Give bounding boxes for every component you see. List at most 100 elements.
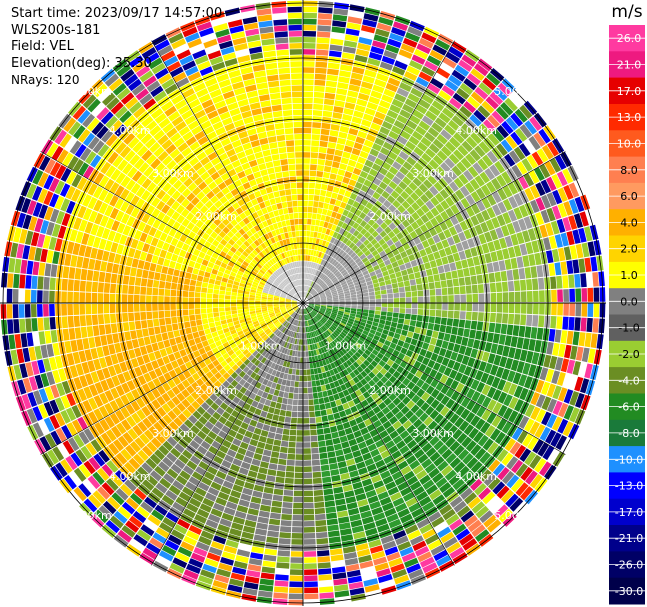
- velocity-gate: [223, 507, 236, 516]
- velocity-gate: [304, 308, 308, 314]
- velocity-gate: [250, 496, 262, 504]
- velocity-gate: [331, 406, 339, 414]
- velocity-gate: [116, 352, 125, 363]
- velocity-gate: [310, 262, 314, 268]
- velocity-gate: [436, 554, 452, 567]
- velocity-gate: [50, 330, 58, 343]
- velocity-gate: [451, 270, 458, 279]
- velocity-gate: [224, 420, 234, 429]
- velocity-gate: [479, 469, 492, 482]
- velocity-gate: [434, 371, 443, 381]
- velocity-gate: [325, 228, 331, 235]
- velocity-gate: [311, 290, 316, 295]
- velocity-gate: [524, 267, 532, 279]
- velocity-gate: [264, 286, 270, 290]
- velocity-gate: [321, 318, 327, 323]
- velocity-gate: [400, 486, 412, 497]
- velocity-gate: [288, 337, 292, 343]
- velocity-gate: [303, 508, 315, 515]
- velocity-gate: [200, 425, 211, 435]
- velocity-gate: [388, 130, 399, 140]
- velocity-gate: [145, 457, 157, 470]
- velocity-gate: [292, 312, 297, 318]
- velocity-gate: [156, 239, 165, 249]
- velocity-gate: [220, 319, 227, 325]
- velocity-gate: [279, 304, 285, 306]
- velocity-gate: [210, 481, 222, 491]
- velocity-gate: [411, 394, 421, 404]
- velocity-gate: [314, 404, 320, 411]
- velocity-gate: [371, 338, 379, 345]
- velocity-gate: [50, 384, 60, 399]
- velocity-gate: [389, 384, 398, 393]
- velocity-gate: [235, 339, 242, 346]
- velocity-gate: [290, 356, 295, 363]
- velocity-gate: [334, 492, 345, 500]
- velocity-gate: [393, 379, 402, 388]
- velocity-gate: [127, 428, 139, 440]
- velocity-gate: [308, 313, 311, 319]
- velocity-gate: [397, 541, 412, 551]
- velocity-gate: [213, 284, 220, 290]
- velocity-gate: [130, 330, 137, 340]
- velocity-gate: [352, 264, 359, 270]
- velocity-gate: [252, 350, 259, 357]
- velocity-gate: [424, 60, 439, 72]
- velocity-gate: [87, 183, 98, 196]
- velocity-gate: [520, 466, 533, 481]
- velocity-gate: [440, 200, 450, 210]
- velocity-gate: [294, 472, 303, 479]
- velocity-gate: [110, 323, 118, 334]
- velocity-gate: [188, 309, 195, 315]
- velocity-gate: [135, 186, 146, 198]
- velocity-gate: [244, 519, 257, 528]
- velocity-gate: [339, 279, 346, 284]
- velocity-gate: [104, 390, 114, 402]
- velocity-gate: [481, 351, 490, 362]
- velocity-gate: [213, 380, 222, 389]
- velocity-gate: [343, 262, 350, 269]
- velocity-gate: [347, 90, 359, 98]
- velocity-gate: [2, 256, 10, 272]
- velocity-gate: [384, 208, 393, 217]
- velocity-gate: [388, 204, 397, 213]
- velocity-gate: [217, 255, 225, 262]
- velocity-gate: [46, 343, 54, 358]
- velocity-gate: [82, 479, 96, 494]
- velocity-gate: [361, 81, 374, 90]
- velocity-gate: [366, 336, 373, 342]
- velocity-gate: [142, 354, 151, 364]
- velocity-gate: [502, 303, 509, 313]
- velocity-gate: [391, 98, 404, 109]
- velocity-gate: [508, 196, 518, 209]
- velocity-gate: [413, 162, 424, 172]
- velocity-gate: [253, 427, 262, 435]
- velocity-gate: [115, 470, 128, 483]
- velocity-gate: [455, 405, 466, 416]
- velocity-gate: [243, 300, 249, 303]
- velocity-gate: [402, 256, 410, 264]
- velocity-gate: [435, 402, 445, 413]
- velocity-gate: [337, 461, 347, 469]
- velocity-gate: [317, 279, 322, 285]
- velocity-gate: [416, 354, 425, 363]
- velocity-gate: [320, 353, 325, 360]
- velocity-gate: [181, 243, 190, 252]
- velocity-gate: [226, 318, 233, 324]
- velocity-gate: [391, 362, 400, 370]
- velocity-gate: [141, 213, 151, 224]
- velocity-gate: [310, 325, 314, 332]
- velocity-gate: [292, 399, 298, 406]
- velocity-gate: [146, 205, 156, 216]
- velocity-gate: [277, 421, 284, 429]
- velocity-gate: [271, 342, 277, 349]
- velocity-gate: [137, 259, 145, 269]
- velocity-gate: [352, 336, 359, 342]
- velocity-gate: [85, 303, 92, 315]
- velocity-gate: [311, 311, 317, 316]
- velocity-gate: [282, 290, 288, 294]
- velocity-gate: [254, 395, 262, 403]
- velocity-gate: [519, 124, 533, 139]
- velocity-gate: [336, 194, 344, 201]
- velocity-gate: [486, 495, 500, 509]
